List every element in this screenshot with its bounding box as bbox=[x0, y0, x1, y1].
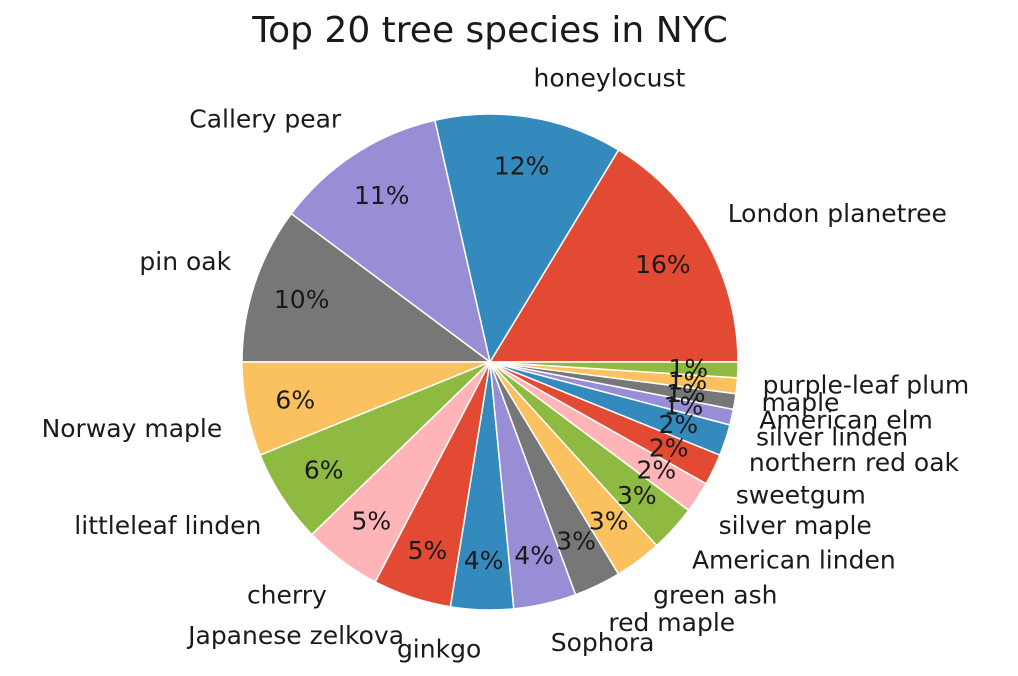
pie-slice-labels: London planetree honeylocust Callery pear p… bbox=[42, 64, 970, 664]
pie-label-ginkgo: ginkgo bbox=[397, 635, 481, 664]
pie-slice-honeylocust bbox=[433, 113, 620, 364]
pie-label-silver-maple: silver maple bbox=[719, 511, 872, 540]
pie-percent-norway-maple: 6% bbox=[275, 385, 315, 414]
pie-label-sweetgum: sweetgum bbox=[736, 480, 866, 509]
pie-label-pin-oak: pin oak bbox=[139, 247, 231, 276]
pie-label-callery-pear: Callery pear bbox=[189, 104, 342, 133]
pie-percent-purple-leaf-plum: 1% bbox=[668, 354, 708, 383]
pie-percent-cherry: 5% bbox=[351, 507, 391, 536]
chart-title: Top 20 tree species in NYC bbox=[251, 10, 728, 51]
pie-label-japanese-zelkova: Japanese zelkova bbox=[186, 621, 404, 650]
pie-label-red-maple: red maple bbox=[608, 608, 735, 637]
pie-label-american-linden: American linden bbox=[692, 545, 896, 574]
pie-slice-callery-pear bbox=[290, 119, 492, 364]
pie-percent-american-linden: 3% bbox=[617, 481, 657, 510]
pie-label-american-elm: American elm bbox=[759, 406, 933, 435]
pie-label-maple: maple bbox=[762, 388, 840, 417]
pie-percent-silver-maple: 2% bbox=[636, 456, 676, 485]
pie-percent-littleleaf-linden: 6% bbox=[304, 456, 344, 485]
pie-label-silver-linden: silver linden bbox=[756, 423, 908, 452]
pie-slice-purple-leaf-plum bbox=[489, 361, 739, 379]
pie-label-honeylocust: honeylocust bbox=[534, 64, 686, 93]
pie-percent-green-ash: 3% bbox=[589, 507, 629, 536]
pie-percent-northern-red-oak: 2% bbox=[658, 410, 698, 439]
pie-label-littleleaf-linden: littleleaf linden bbox=[74, 511, 261, 540]
pie-label-cherry: cherry bbox=[247, 581, 327, 610]
pie-percent-silver-linden: 1% bbox=[664, 392, 704, 421]
pie-percent-callery-pear: 11% bbox=[354, 181, 410, 210]
pie-label-sophora: Sophora bbox=[551, 628, 655, 657]
pie-percent-japanese-zelkova: 5% bbox=[408, 536, 448, 565]
pie-label-london-planetree: London planetree bbox=[728, 199, 947, 228]
pie-percent-red-maple: 3% bbox=[556, 526, 596, 555]
pie-label-northern-red-oak: northern red oak bbox=[749, 448, 960, 477]
pie-label-green-ash: green ash bbox=[653, 581, 777, 610]
pie-percent-american-elm: 1% bbox=[666, 379, 706, 408]
pie-percent-pin-oak: 10% bbox=[274, 285, 330, 314]
pie-slice-london-planetree bbox=[488, 148, 739, 363]
pie-percent-sweetgum: 2% bbox=[649, 434, 689, 463]
pie-slice-pin-oak bbox=[241, 212, 493, 363]
pie-percent-honeylocust: 12% bbox=[494, 152, 550, 181]
pie-percent-london-planetree: 16% bbox=[635, 250, 691, 279]
pie-percent-ginkgo: 4% bbox=[464, 546, 504, 575]
pie-label-norway-maple: Norway maple bbox=[42, 414, 223, 443]
pie-percent-maple: 1% bbox=[668, 367, 708, 396]
pie-slices bbox=[241, 113, 739, 611]
pie-percent-labels: 16%12%11%10%6%6%5%5% 4% 4%3%3%3%2%2%2%1%1%… bbox=[274, 152, 708, 575]
pie-percent-sophora: 4% bbox=[514, 541, 554, 570]
pie-label-purple-leaf-plum: purple-leaf plum bbox=[763, 371, 970, 400]
